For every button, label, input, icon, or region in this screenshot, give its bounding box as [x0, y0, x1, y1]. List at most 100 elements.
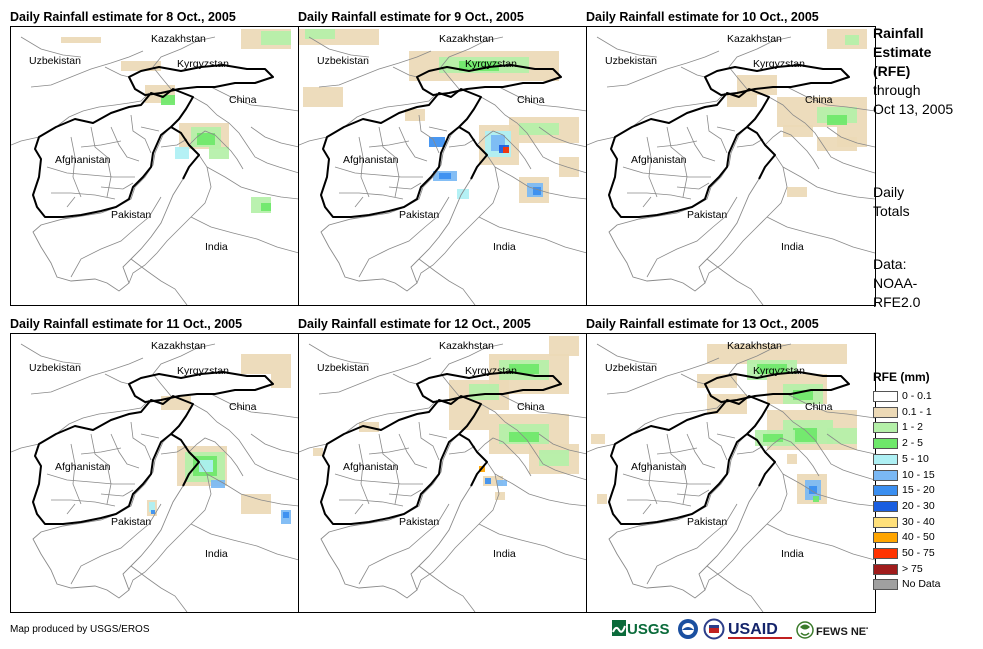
rainfall-cell	[199, 460, 213, 472]
legend-swatch	[873, 453, 898, 465]
province-line	[51, 192, 116, 200]
legend-label: 5 - 10	[902, 452, 929, 465]
rainfall-cell	[211, 480, 225, 488]
rainfall-cell	[495, 492, 505, 500]
country-label-pakistan: Pakistan	[111, 516, 151, 528]
fews-net-logo-text: FEWS NET	[816, 626, 868, 638]
rainfall-cell	[469, 384, 499, 400]
northern-border	[170, 126, 200, 180]
province-line	[46, 473, 135, 485]
boundary-line	[646, 503, 738, 585]
country-label-uzbekistan: Uzbekistan	[605, 362, 657, 374]
national-borders	[320, 371, 562, 525]
country-label-kyrgyzstan: Kyrgyzstan	[465, 58, 517, 70]
legend-swatch	[873, 469, 898, 481]
boundary-line	[826, 126, 875, 148]
rainfall-cell	[549, 336, 579, 356]
province-line	[656, 140, 698, 148]
boundary-line	[188, 437, 244, 477]
legend-label: 15 - 20	[902, 484, 935, 497]
country-label-afghanistan: Afghanistan	[343, 461, 399, 473]
national-borders	[32, 64, 274, 218]
usaid-logo: USAID	[728, 616, 794, 644]
boundary-line	[478, 216, 587, 254]
country-label-kazakhstan: Kazakhstan	[439, 340, 494, 352]
rainfall-cell	[405, 109, 425, 121]
map-svg: Kazakhstan Uzbekistan Kyrgyzstan China Afgha…	[11, 340, 299, 612]
boundary-line	[152, 36, 216, 90]
boundary-line	[55, 92, 150, 128]
fews-net-logo: FEWS NET	[796, 616, 873, 644]
country-label-china: China	[805, 94, 833, 106]
kyrgyzstan-border	[128, 64, 274, 96]
province-line	[448, 445, 476, 455]
national-borders	[608, 371, 850, 525]
country-label-kazakhstan: Kazakhstan	[151, 340, 206, 352]
rainfall-cell	[283, 512, 289, 518]
kyrgyzstan-border	[128, 371, 274, 403]
boundary-line	[606, 50, 720, 88]
boundary-line	[416, 461, 500, 591]
boundary-line	[250, 126, 299, 148]
province-line	[388, 182, 422, 190]
country-label-afghanistan: Afghanistan	[631, 461, 687, 473]
legend-label: No Data	[902, 578, 941, 591]
pakistan-outline	[32, 126, 200, 292]
legend-label: 50 - 75	[902, 547, 935, 559]
boundary-line	[392, 66, 418, 78]
province-line	[706, 114, 728, 154]
admin-boundaries	[299, 343, 587, 612]
country-label-kazakhstan: Kazakhstan	[727, 340, 782, 352]
northern-border	[170, 433, 200, 487]
boundary-line	[631, 92, 726, 128]
country-label-uzbekistan: Uzbekistan	[29, 362, 81, 374]
province-line	[378, 433, 400, 505]
panel-title: Daily Rainfall estimate for 8 Oct., 2005	[10, 10, 236, 24]
legend-swatch	[873, 500, 898, 512]
national-borders	[32, 371, 274, 525]
boundary-line	[680, 66, 706, 78]
panel-title: Daily Rainfall estimate for 11 Oct., 200…	[10, 317, 243, 331]
map-frame: Kazakhstan Uzbekistan Kyrgyzstan China Afgha…	[10, 26, 300, 306]
boundary-line	[11, 136, 40, 146]
afghanistan-border	[320, 88, 482, 218]
boundary-line	[768, 403, 875, 481]
boundary-line	[587, 136, 616, 146]
country-label-kazakhstan: Kazakhstan	[727, 33, 782, 45]
legend-label: 1 - 2	[902, 421, 924, 434]
province-line	[428, 433, 448, 439]
province-line	[339, 499, 404, 507]
legend-swatch	[873, 532, 898, 544]
boundary-line	[764, 130, 820, 170]
rainfall-cell	[161, 95, 175, 105]
through-label: through	[873, 82, 921, 98]
legend-title: RFE (mm)	[873, 370, 930, 384]
province-line	[80, 447, 122, 455]
boundary-line	[250, 433, 299, 455]
province-line	[627, 499, 692, 507]
legend-swatch	[873, 563, 898, 575]
country-label-kyrgyzstan: Kyrgyzstan	[753, 365, 805, 377]
province-line	[736, 138, 764, 148]
credit-text: Map produced by USGS/EROS	[10, 624, 150, 635]
rainfall-cell	[827, 428, 857, 444]
rainfall-cell	[457, 189, 469, 199]
boundary-line	[11, 443, 40, 453]
legend-swatch	[873, 391, 898, 402]
province-line	[66, 196, 76, 208]
rainfall-cell	[151, 510, 155, 514]
province-line	[428, 126, 448, 132]
boundary-line	[30, 50, 144, 88]
boundary-line	[318, 357, 432, 395]
totals-text: Totals	[873, 203, 910, 219]
rainfall-cell	[303, 87, 343, 107]
boundary-line	[480, 96, 587, 174]
map-svg: Kazakhstan Uzbekistan Kyrgyzstan China Afgha…	[587, 29, 875, 305]
national-borders	[608, 64, 850, 218]
rainfall-cell	[509, 364, 539, 374]
boundary-line	[192, 96, 299, 174]
country-label-afghanistan: Afghanistan	[55, 154, 111, 166]
country-label-pakistan: Pakistan	[687, 209, 727, 221]
province-line	[140, 433, 160, 439]
rainfall-cell	[783, 125, 813, 137]
